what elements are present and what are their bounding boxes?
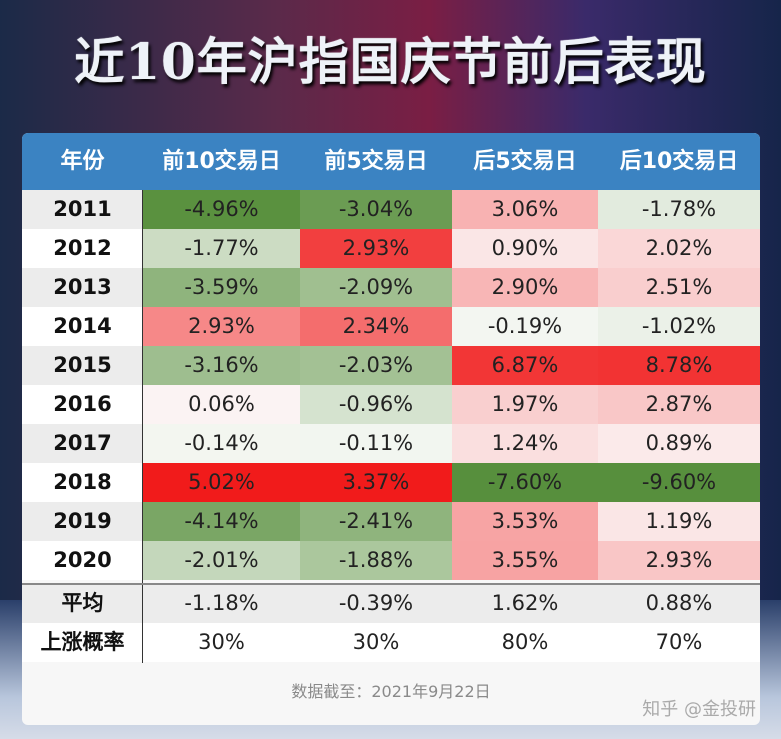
table-cell: -2.41%	[300, 502, 452, 541]
row-label: 2020	[22, 541, 143, 580]
table-cell: 3.06%	[452, 190, 598, 229]
table-cell: 0.90%	[452, 229, 598, 268]
table-row: 2018 5.02% 3.37% -7.60% -9.60%	[22, 463, 760, 502]
table-row: 2013 -3.59% -2.09% 2.90% 2.51%	[22, 268, 760, 307]
table-cell: -0.14%	[143, 424, 300, 463]
table-cell: -0.11%	[300, 424, 452, 463]
row-label: 2019	[22, 502, 143, 541]
row-label: 2016	[22, 385, 143, 424]
watermark: 知乎 @金投研	[642, 699, 756, 720]
table-row: 2012 -1.77% 2.93% 0.90% 2.02%	[22, 229, 760, 268]
table-cell: 2.51%	[598, 268, 760, 307]
table-row: 2014 2.93% 2.34% -0.19% -1.02%	[22, 307, 760, 346]
table-cell: -9.60%	[598, 463, 760, 502]
row-label: 上涨概率	[40, 630, 125, 654]
table-row: 上涨概率 30% 30% 80% 70%	[22, 623, 760, 662]
table-cell: 70%	[655, 630, 703, 654]
table-cell: 0.06%	[143, 385, 300, 424]
table-cell: -2.01%	[143, 541, 300, 580]
table-cell: 1.19%	[598, 502, 760, 541]
table-cell: 2.93%	[143, 307, 300, 346]
table-cell: 1.97%	[452, 385, 598, 424]
table-cell: 0.89%	[598, 424, 760, 463]
table-cell: -2.03%	[300, 346, 452, 385]
table-cell: -1.18%	[184, 591, 259, 615]
table-cell: 1.62%	[491, 591, 559, 615]
table-cell: 2.90%	[452, 268, 598, 307]
table-cell: 30%	[352, 630, 400, 654]
table-cell: -1.88%	[300, 541, 452, 580]
row-label: 2014	[22, 307, 143, 346]
table-row: 2017 -0.14% -0.11% 1.24% 0.89%	[22, 424, 760, 463]
data-table: 年份 前10交易日 前5交易日 后5交易日 后10交易日 2011 -4.96% -3.04…	[22, 133, 760, 725]
column-header: 后10交易日	[619, 149, 739, 174]
page-title: 近10年沪指国庆节前后表现	[74, 32, 707, 91]
row-label: 2017	[22, 424, 143, 463]
table-cell: -0.19%	[452, 307, 598, 346]
column-header: 前5交易日	[324, 149, 428, 174]
table-cell: -1.77%	[143, 229, 300, 268]
row-label: 2012	[22, 229, 143, 268]
table-cell: -4.14%	[143, 502, 300, 541]
row-label: 2018	[22, 463, 143, 502]
table-cell: -1.02%	[598, 307, 760, 346]
table-cell: 2.02%	[598, 229, 760, 268]
divider	[142, 190, 143, 663]
column-header: 前10交易日	[162, 149, 281, 174]
table-cell: -4.96%	[143, 190, 300, 229]
data-date-note: 数据截至：2021年9月22日	[291, 682, 491, 701]
table-cell: 6.87%	[452, 346, 598, 385]
column-header: 年份	[60, 149, 105, 174]
column-header: 后5交易日	[473, 149, 577, 174]
table-cell: 2.93%	[300, 229, 452, 268]
row-label: 2013	[22, 268, 143, 307]
table-cell: 8.78%	[598, 346, 760, 385]
table-cell: -3.04%	[300, 190, 452, 229]
table-row: 2020 -2.01% -1.88% 3.55% 2.93%	[22, 541, 760, 580]
row-label: 2015	[22, 346, 143, 385]
table-cell: -1.78%	[598, 190, 760, 229]
table-cell: 3.53%	[452, 502, 598, 541]
table-row: 2016 0.06% -0.96% 1.97% 2.87%	[22, 385, 760, 424]
table-cell: -0.39%	[338, 591, 414, 615]
table-cell: 3.55%	[452, 541, 598, 580]
table-cell: 2.34%	[300, 307, 452, 346]
table-row: 平均 -1.18% -0.39% 1.62% 0.88%	[22, 584, 760, 623]
table-cell: -0.96%	[300, 385, 452, 424]
table-cell: 80%	[501, 630, 549, 654]
table-row: 2011 -4.96% -3.04% 3.06% -1.78%	[22, 190, 760, 229]
table-cell: -2.09%	[300, 268, 452, 307]
table-header: 年份 前10交易日 前5交易日 后5交易日 后10交易日	[22, 133, 760, 190]
table-cell: -7.60%	[452, 463, 598, 502]
table-cell: -3.59%	[143, 268, 300, 307]
table-cell: 2.87%	[598, 385, 760, 424]
table-row: 2019 -4.14% -2.41% 3.53% 1.19%	[22, 502, 760, 541]
table-cell: 0.88%	[645, 591, 713, 615]
divider	[22, 583, 760, 585]
row-label: 平均	[61, 591, 104, 615]
row-label: 2011	[22, 190, 143, 229]
table-cell: 5.02%	[143, 463, 300, 502]
table-cell: 3.37%	[300, 463, 452, 502]
table-cell: 2.93%	[598, 541, 760, 580]
table-row: 2015 -3.16% -2.03% 6.87% 8.78%	[22, 346, 760, 385]
table-cell: -3.16%	[143, 346, 300, 385]
table-cell: 30%	[198, 630, 245, 654]
table-cell: 1.24%	[452, 424, 598, 463]
